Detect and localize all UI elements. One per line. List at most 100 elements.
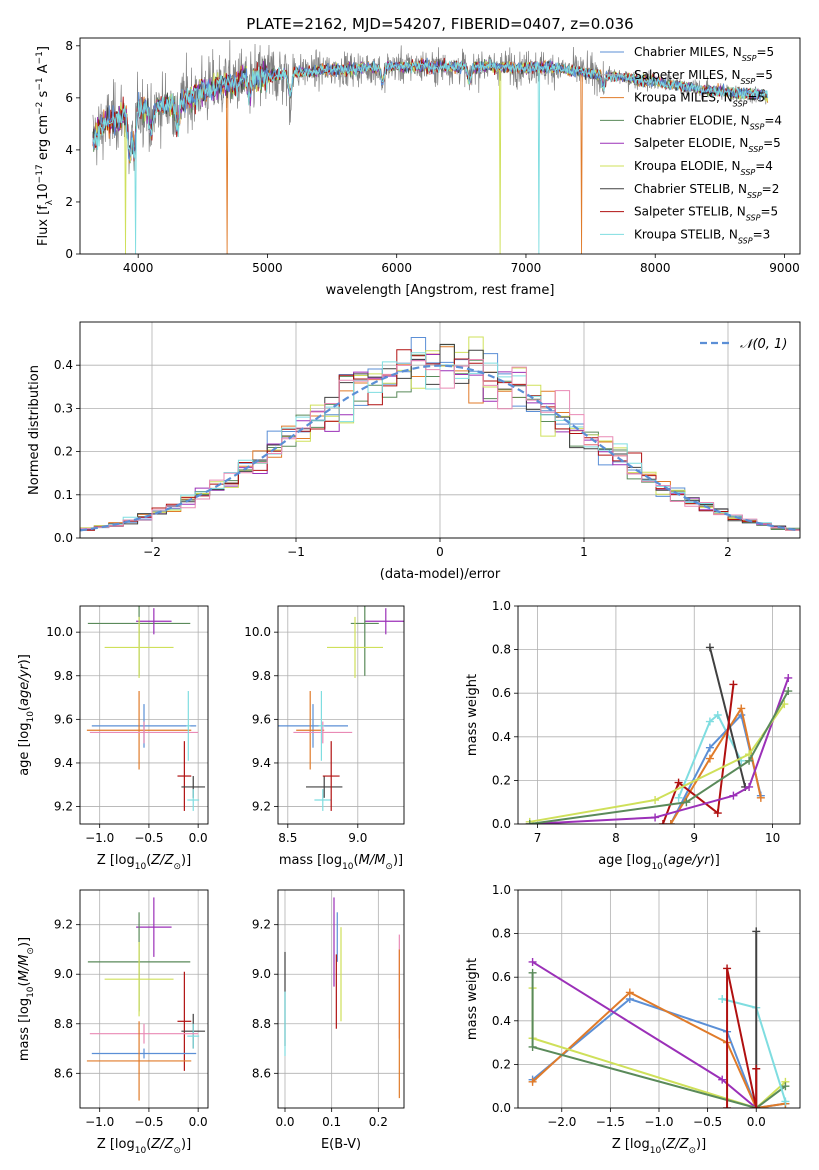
data-point [104, 616, 174, 678]
plot-area [80, 336, 800, 532]
legend-name: Kroupa STELIB, N [634, 227, 738, 241]
marker [528, 1077, 537, 1086]
marker [729, 791, 738, 800]
marker [713, 809, 722, 818]
axes-frame [517, 889, 801, 1109]
label-part: )] [17, 937, 32, 947]
data-point [177, 971, 192, 1071]
label-part: mass [log [279, 853, 342, 868]
x-tick-label: 5000 [252, 261, 283, 275]
legend-name: Salpeter ELODIE, N [634, 136, 748, 150]
axis-label: Z [log10(Z/Z⊙)] [97, 1137, 191, 1156]
data-point [89, 721, 199, 744]
label-part: Flux [f [36, 205, 51, 246]
marker [713, 711, 722, 719]
marker [723, 1104, 732, 1108]
x-tick-label: 7000 [511, 261, 542, 275]
legend-label: Salpeter ELODIE, NSSP=5 [634, 136, 781, 154]
axes: 8.5 9.0 9.2 9.4 9.6 9.8 10.0 [244, 606, 404, 845]
marker [752, 927, 761, 936]
label-part: −17 [35, 164, 45, 183]
x-tick-label: 0.1 [322, 1115, 341, 1129]
legend-label: Salpeter STELIB, NSSP=5 [634, 205, 778, 223]
data-point [136, 608, 172, 635]
y-tick-label: 8 [65, 39, 73, 53]
data-point [318, 691, 325, 761]
plot-area [525, 643, 793, 824]
chart-weight_vs_Z: −2.0 −1.5 −1.0 −0.5 0.0 0.0 0.2 0.4 0.6 0.8 1.0 Z [… [465, 883, 801, 1156]
axes-frame [79, 605, 209, 825]
x-tick-label: 0.0 [189, 831, 208, 845]
label-part: ( [17, 981, 32, 986]
x-tick-label: 4000 [123, 261, 154, 275]
data-point [364, 608, 404, 635]
marker [651, 796, 660, 805]
legend-name: Chabrier STELIB, N [634, 182, 747, 196]
legend-name: Chabrier ELODIE, N [634, 113, 750, 127]
legend-sub: SSP [746, 213, 761, 222]
data-point [186, 691, 191, 761]
chart-age_vs_mass: 8.5 9.0 9.2 9.4 9.6 9.8 10.0 mass [log10(M/M⊙)] [244, 605, 405, 872]
series-data [92, 40, 769, 175]
x-axis-label: wavelength [Angstrom, rest frame] [326, 283, 555, 298]
y-tick-label: 9.0 [252, 967, 271, 981]
label-part: Z [log [97, 1137, 135, 1152]
marker [752, 1104, 761, 1108]
y-tick-label: 10.0 [244, 625, 271, 639]
legend-sub: SSP [742, 54, 757, 63]
y-tick-label: 0.4 [54, 358, 73, 372]
series-salpeter-stelib [661, 684, 735, 824]
marker [625, 988, 634, 997]
y-tick-label: 9.2 [54, 918, 73, 932]
label-part: )] [181, 853, 191, 868]
label-part: ⊙ [173, 862, 181, 872]
x-tick-label: −2 [143, 545, 161, 559]
y-tick-label: 0.0 [54, 531, 73, 545]
marker [666, 820, 675, 824]
y-tick-label: 0.4 [492, 1014, 511, 1028]
marker [784, 687, 793, 696]
series-kroupa-stelib [721, 998, 787, 1102]
x-tick-label: 8000 [640, 261, 671, 275]
label-part: −1 [35, 77, 45, 90]
x-tick-label: 9000 [769, 261, 800, 275]
legend-name: Salpeter STELIB, N [634, 205, 746, 219]
label-part: E(B-V) [321, 1137, 361, 1152]
y-tick-label: 0.2 [492, 1057, 511, 1071]
series-salpeter-stelib [726, 967, 758, 1108]
axes: 7 8 9 10 0.0 0.2 0.4 0.6 0.8 1.0 [492, 599, 800, 845]
legend-label: Kroupa MILES, NSSP=5 [634, 91, 765, 109]
legend-sub: SSP [733, 99, 748, 108]
axes: −1.0 −0.5 0.0 9.2 9.4 9.6 9.8 10.0 [46, 606, 208, 845]
marker [781, 1097, 790, 1106]
label-part: ( [661, 1137, 666, 1152]
y-tick-label: 6 [65, 91, 73, 105]
axes: 4000 5000 6000 7000 8000 9000 0 2 4 6 8 [65, 39, 799, 275]
axis-label: Z [log10(Z/Z⊙)] [612, 1137, 706, 1156]
x-tick-label: 9 [690, 831, 698, 845]
label-part: age/yr [668, 853, 711, 868]
axes: −2 −1 0 1 2 0.0 0.1 0.2 0.3 0.4 [54, 322, 800, 559]
data-point [187, 1023, 200, 1049]
y-axis-label: Flux [fλ10−17 erg cm−2 s−1 A−1] [35, 46, 55, 246]
y-tick-label: 9.6 [252, 712, 271, 726]
label-part: age/yr [17, 663, 32, 706]
data-point [136, 897, 172, 957]
marker [718, 995, 727, 1003]
x-tick-label: 2 [724, 545, 732, 559]
y-tick-label: 9.0 [54, 967, 73, 981]
label-part: 10 [650, 1146, 662, 1156]
legend-count: =5 [763, 136, 781, 150]
label-part: )] [393, 853, 403, 868]
x-tick-label: 0.0 [747, 1115, 766, 1129]
marker [525, 820, 534, 824]
marker [745, 756, 754, 765]
legend-label: Salpeter MILES, NSSP=5 [634, 68, 773, 86]
label-part: 10 [135, 1146, 147, 1156]
label-part: ( [146, 1137, 151, 1152]
y-tick-label: 8.8 [54, 1017, 73, 1031]
y-axis-label: mass weight [465, 674, 480, 756]
data-point [91, 1048, 197, 1059]
plot-area [278, 606, 404, 811]
y-tick-label: 0.2 [492, 773, 511, 787]
